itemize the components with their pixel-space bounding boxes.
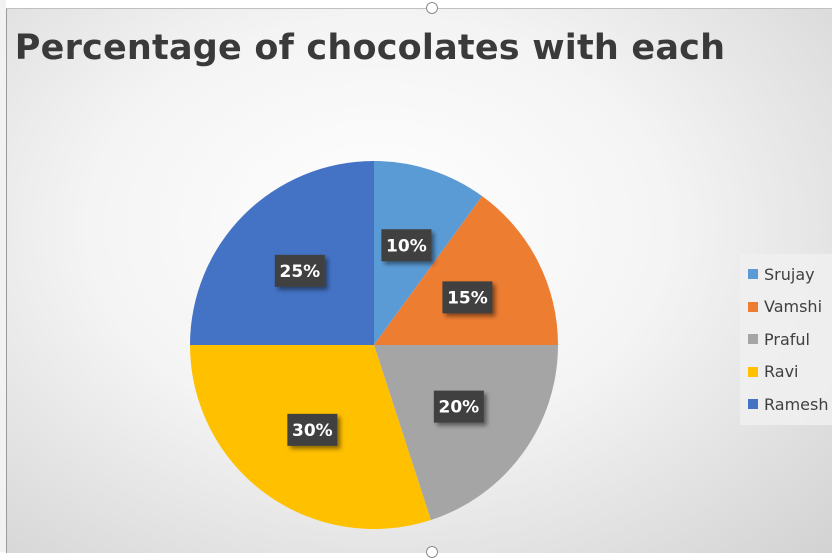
legend: Srujay Vamshi Praful Ravi Ramesh [740, 254, 832, 425]
data-label-box [442, 281, 493, 314]
sheet-margin [0, 0, 6, 552]
resize-handle-top[interactable] [426, 2, 438, 14]
data-label-box [287, 413, 338, 446]
legend-label: Ravi [764, 362, 799, 382]
legend-label: Vamshi [764, 297, 823, 317]
data-label-box [381, 229, 432, 262]
data-label-ramesh: 25% [274, 254, 325, 287]
legend-label: Ramesh [764, 394, 829, 414]
legend-label: Praful [764, 329, 810, 349]
legend-item-ramesh: Ramesh [748, 388, 832, 421]
pie-slice-vamshi[interactable] [374, 196, 558, 345]
data-label-praful: 20% [433, 390, 484, 423]
legend-swatch [748, 269, 758, 280]
legend-swatch [748, 301, 758, 312]
legend-swatch [748, 399, 758, 410]
legend-item-srujay: Srujay [748, 258, 832, 291]
data-label-text: 10% [386, 236, 427, 256]
data-label-text: 25% [279, 262, 320, 282]
pie-slice-praful[interactable] [374, 345, 558, 520]
legend-label: Srujay [764, 264, 815, 284]
data-label-box [433, 390, 484, 423]
data-label-text: 15% [447, 288, 488, 308]
data-label-text: 20% [438, 398, 479, 418]
data-label-vamshi: 15% [442, 281, 493, 314]
legend-item-ravi: Ravi [748, 356, 832, 389]
data-label-ravi: 30% [287, 413, 338, 446]
legend-swatch [748, 334, 758, 345]
pie-slice-ramesh[interactable] [190, 161, 374, 345]
data-label-text: 30% [292, 421, 333, 441]
legend-item-praful: Praful [748, 323, 832, 356]
data-label-box [274, 254, 325, 287]
legend-item-vamshi: Vamshi [748, 291, 832, 324]
legend-swatch [748, 366, 758, 377]
chart-title: Percentage of chocolates with each [14, 28, 726, 68]
data-label-srujay: 10% [381, 229, 432, 262]
